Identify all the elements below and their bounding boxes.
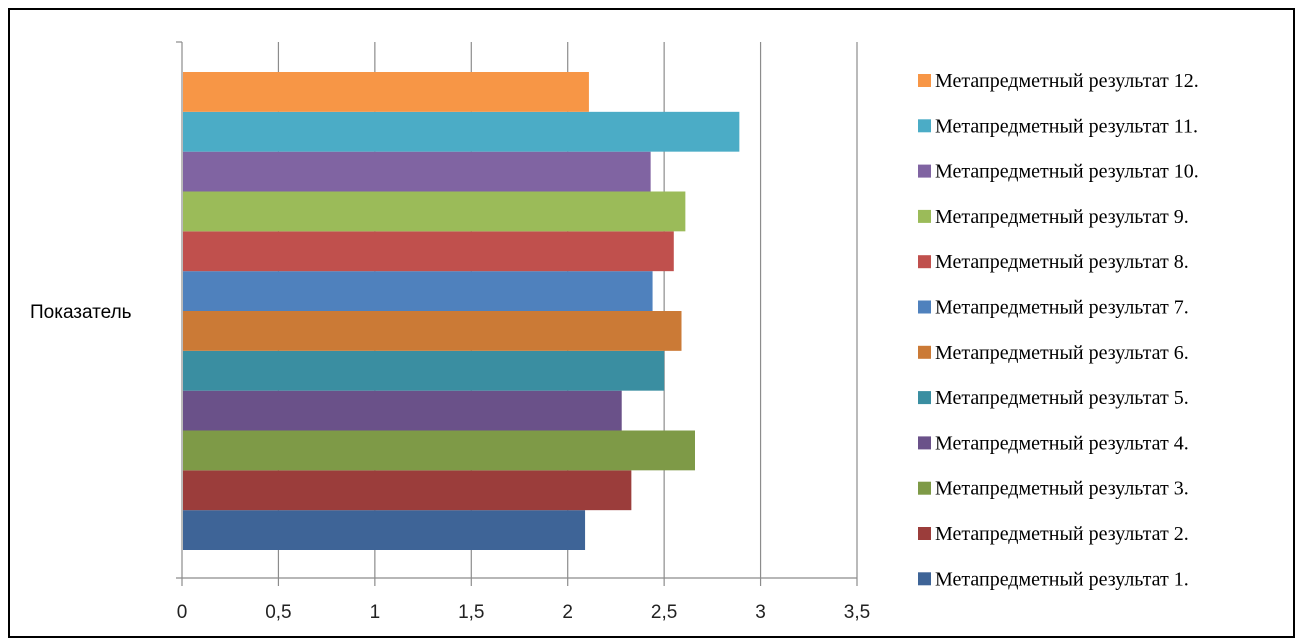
- axes: [176, 41, 857, 586]
- legend-label: Метапредметный результат 6.: [935, 342, 1189, 364]
- legend-swatch: [918, 300, 931, 314]
- legend-label: Метапредметный результат 8.: [935, 251, 1189, 273]
- bar-series-7: [183, 271, 653, 311]
- bar-series-6: [183, 311, 682, 351]
- bar-series-1: [183, 510, 586, 550]
- legend-swatch: [918, 572, 931, 586]
- legend-label: Метапредметный результат 5.: [935, 387, 1189, 409]
- legend-swatch: [918, 481, 931, 495]
- legend-swatch: [918, 74, 931, 87]
- x-tick-label: 3: [755, 602, 766, 623]
- bar-series-11: [183, 111, 740, 152]
- legend-swatch: [918, 345, 931, 359]
- legend: Метапредметный результат 12. Метапредметн…: [918, 70, 1199, 590]
- legend-label: Метапредметный результат 4.: [935, 432, 1189, 454]
- x-tick-label: 2: [562, 602, 573, 623]
- legend-label: Метапредметный результат 11.: [935, 115, 1198, 137]
- legend-swatch: [918, 119, 931, 133]
- legend-label: Метапредметный результат 3.: [935, 478, 1189, 500]
- bar-series-3: [183, 430, 695, 471]
- x-tick-label: 3,5: [844, 602, 870, 623]
- x-tick-label: 2,5: [651, 602, 677, 623]
- legend-swatch: [918, 255, 931, 269]
- bar-series-2: [183, 470, 632, 511]
- bar-series-12: [183, 72, 589, 112]
- legend-swatch: [918, 391, 931, 405]
- legend-swatch: [918, 164, 931, 178]
- legend-label: Метапредметный результат 1.: [935, 568, 1189, 590]
- bar-series-5: [183, 350, 665, 391]
- legend-swatch: [918, 527, 931, 540]
- x-tick-label: 1: [370, 602, 381, 623]
- legend-swatch: [918, 436, 931, 450]
- legend-swatch: [918, 209, 931, 223]
- bar-series-9: [183, 191, 686, 232]
- legend-label: Метапредметный результат 12.: [935, 70, 1199, 92]
- legend-label: Метапредметный результат 10.: [935, 161, 1199, 183]
- category-label: Показатель: [30, 302, 132, 323]
- bar-series-8: [183, 231, 674, 272]
- x-tick-label: 0: [177, 602, 188, 623]
- legend-label: Метапредметный результат 9.: [935, 206, 1189, 228]
- bar-series-10: [183, 151, 651, 192]
- x-tick-label: 1,5: [458, 602, 484, 623]
- legend-label: Метапредметный результат 7.: [935, 297, 1189, 319]
- bar-series-4: [183, 390, 622, 431]
- x-tick-labels: 0 0,5 1 1,5 2 2,5 3 3,5: [177, 602, 871, 623]
- x-tick-label: 0,5: [265, 602, 291, 623]
- bars: [183, 72, 740, 550]
- legend-label: Метапредметный результат 2.: [935, 523, 1189, 545]
